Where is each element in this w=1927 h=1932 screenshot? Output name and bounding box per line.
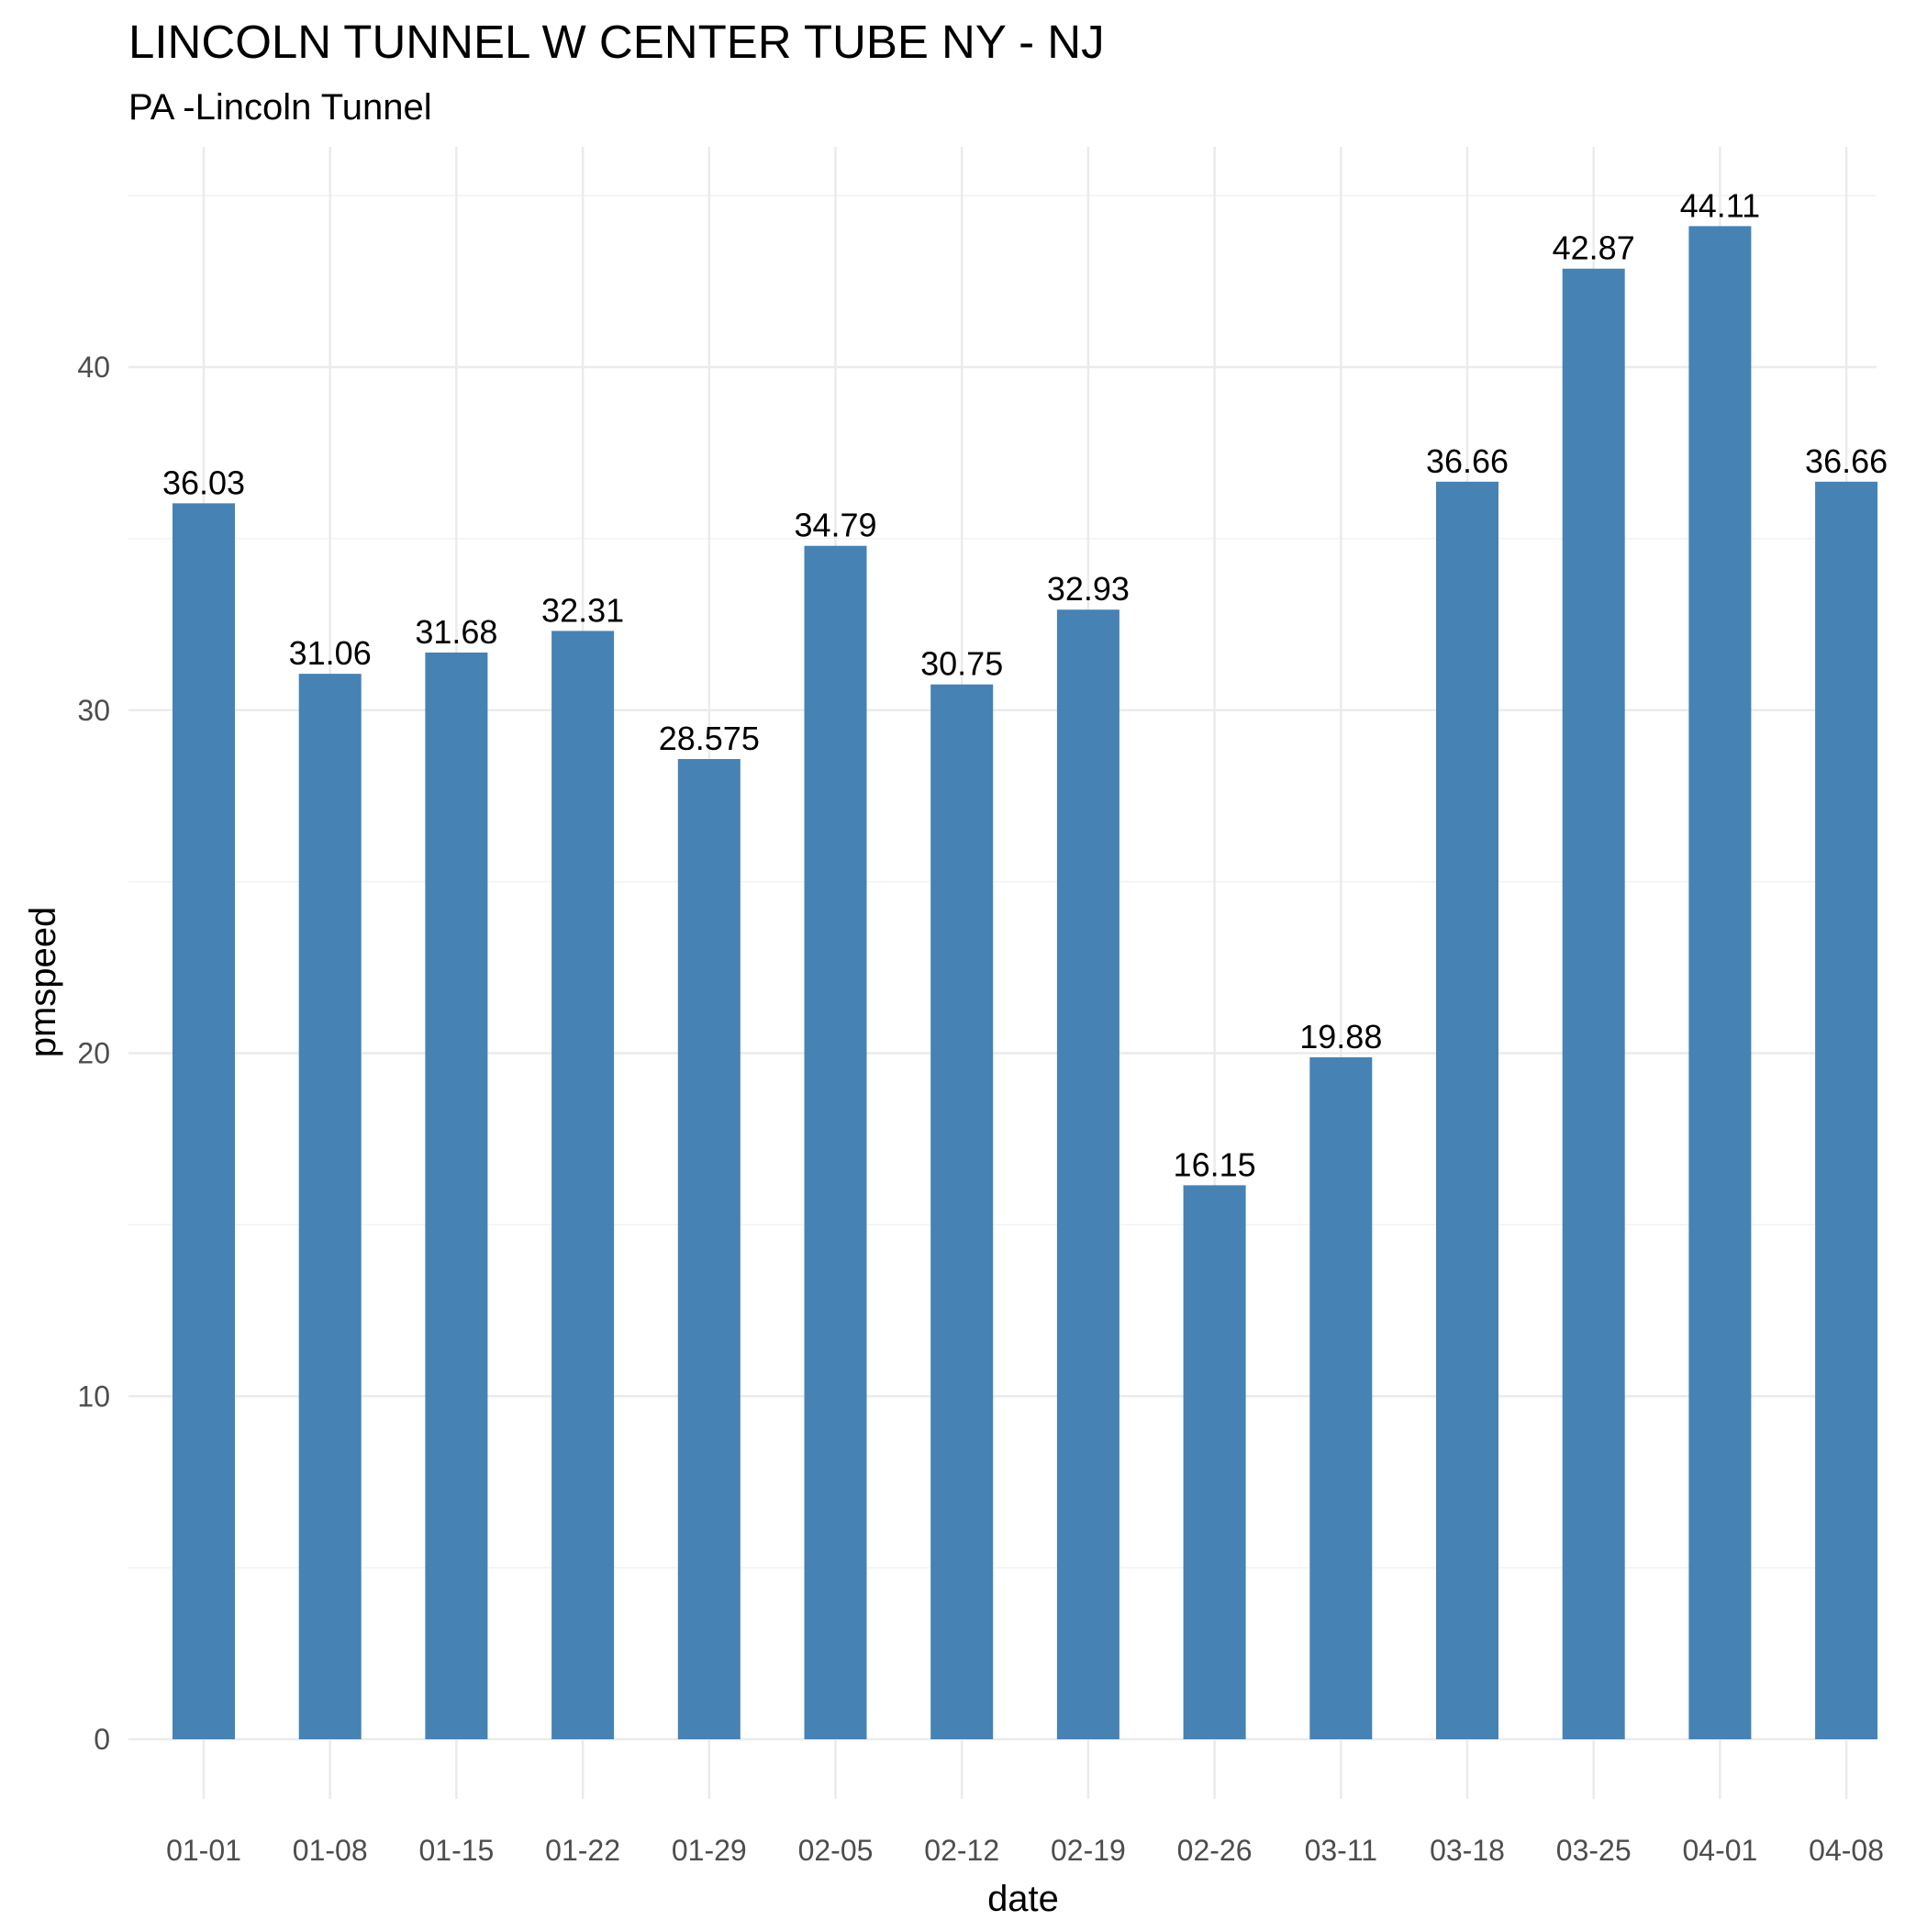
bar-02-19	[1056, 609, 1119, 1740]
data-label-01-15: 31.68	[415, 613, 497, 651]
x-tick-label: 04-08	[1809, 1834, 1884, 1867]
x-tick-label: 03-25	[1556, 1834, 1632, 1867]
bar-02-26	[1183, 1185, 1246, 1739]
y-axis-title: pmspeed	[23, 907, 63, 1058]
bar-02-12	[930, 684, 994, 1739]
data-label-02-12: 30.75	[920, 645, 1003, 683]
chart-subtitle: PA -Lincoln Tunnel	[128, 87, 432, 128]
bar-01-22	[551, 631, 615, 1739]
x-tick-label: 02-12	[924, 1834, 999, 1867]
x-tick-label: 01-15	[418, 1834, 494, 1867]
data-label-01-08: 31.06	[289, 634, 372, 672]
bar-01-29	[677, 759, 741, 1739]
bar-03-18	[1436, 481, 1498, 1739]
data-label-04-08: 36.66	[1805, 442, 1888, 480]
data-label-layer: 36.03 31.06 31.68 32.31 28.575 34.79 30.75 32.9…	[162, 186, 1888, 1183]
data-label-03-18: 36.66	[1426, 442, 1509, 480]
x-tick-label: 01-01	[166, 1834, 241, 1867]
y-tick-label: 40	[77, 351, 110, 384]
data-label-02-05: 34.79	[794, 507, 876, 544]
x-tick-label: 03-11	[1305, 1834, 1377, 1867]
bar-layer	[173, 226, 1878, 1740]
bar-03-25	[1562, 268, 1625, 1739]
x-tick-label: 01-22	[545, 1834, 620, 1867]
x-tick-label: 03-18	[1430, 1834, 1505, 1867]
x-tick-label: 02-05	[798, 1834, 874, 1867]
axis-layer: 0 10 20 30 40 01-01 01-08 01-15 01-22 01-29 02-05 0…	[77, 351, 1884, 1867]
bar-03-11	[1309, 1056, 1373, 1739]
data-label-01-01: 36.03	[162, 463, 245, 501]
bar-02-05	[804, 545, 867, 1739]
x-tick-label: 02-26	[1177, 1834, 1253, 1867]
bar-01-01	[173, 503, 235, 1740]
y-tick-label: 0	[94, 1723, 110, 1756]
x-tick-label: 04-01	[1682, 1834, 1757, 1867]
data-label-02-26: 16.15	[1174, 1145, 1256, 1183]
data-label-01-22: 32.31	[541, 591, 624, 629]
data-label-03-25: 42.87	[1553, 229, 1635, 267]
x-tick-label: 01-29	[672, 1834, 747, 1867]
data-label-02-19: 32.93	[1047, 570, 1130, 608]
x-tick-label: 01-08	[293, 1834, 368, 1867]
y-tick-label: 10	[77, 1379, 110, 1413]
x-axis-title: date	[987, 1879, 1059, 1919]
bar-04-01	[1688, 226, 1752, 1739]
data-label-03-11: 19.88	[1299, 1018, 1382, 1055]
x-tick-label: 02-19	[1051, 1834, 1126, 1867]
bar-01-08	[298, 674, 362, 1739]
y-tick-label: 20	[77, 1037, 110, 1070]
bar-04-08	[1815, 481, 1878, 1739]
y-tick-label: 30	[77, 694, 110, 727]
data-label-04-01: 44.11	[1680, 186, 1760, 224]
chart-title: LINCOLN TUNNEL W CENTER TUBE NY - NJ	[128, 16, 1105, 68]
bar-01-15	[425, 652, 488, 1740]
data-label-01-29: 28.575	[659, 720, 760, 757]
